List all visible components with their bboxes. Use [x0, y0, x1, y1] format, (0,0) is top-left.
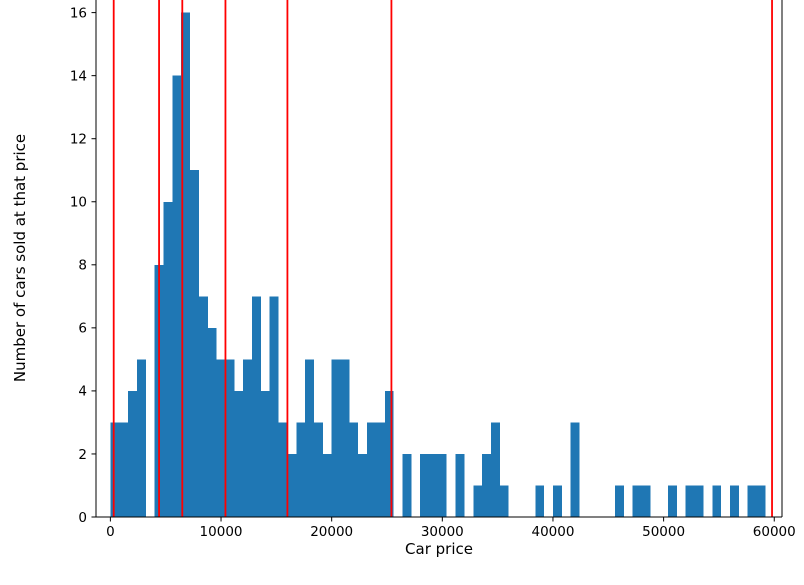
histogram-bar	[110, 422, 120, 517]
histogram-bar	[375, 422, 385, 517]
histogram-bar	[128, 390, 137, 517]
histogram-bar	[535, 485, 545, 517]
histogram-bar	[269, 296, 279, 517]
histogram-bar	[367, 422, 376, 517]
histogram-bar	[313, 422, 323, 517]
histogram-bar	[694, 485, 704, 517]
histogram-bar	[260, 390, 270, 517]
histogram-bar	[570, 422, 580, 517]
histogram-bar	[552, 485, 562, 517]
y-tick-label: 10	[70, 195, 87, 211]
histogram-bar	[641, 485, 651, 517]
histogram-bar	[730, 485, 739, 517]
histogram-bar	[243, 359, 253, 517]
y-tick-label: 6	[78, 321, 87, 337]
histogram-bar	[136, 359, 146, 517]
x-tick-label: 30000	[421, 524, 464, 540]
x-tick-label: 0	[106, 524, 115, 540]
y-axis-label: Number of cars sold at that price	[11, 133, 29, 383]
histogram-bar	[420, 453, 430, 517]
x-tick-label: 20000	[310, 524, 353, 540]
y-tick-label: 14	[70, 68, 87, 84]
histogram-bar	[305, 359, 314, 517]
y-tick-label: 2	[78, 447, 87, 463]
histogram-bar	[296, 422, 306, 517]
histogram-bar	[499, 485, 509, 517]
histogram-bar	[349, 422, 359, 517]
histogram-bar	[384, 390, 394, 517]
histogram-bar	[252, 296, 261, 517]
histogram-bar	[234, 390, 244, 517]
histogram-bar	[668, 485, 677, 517]
y-tick-label: 16	[70, 5, 87, 21]
y-tick-label: 4	[78, 384, 87, 400]
histogram-bar	[287, 453, 297, 517]
x-tick-label: 50000	[642, 524, 685, 540]
histogram-bar	[455, 453, 465, 517]
histogram-bar	[198, 296, 208, 517]
histogram-bar	[747, 485, 757, 517]
histogram-bar	[614, 485, 624, 517]
histogram-bar	[632, 485, 642, 517]
histogram-bar	[322, 453, 332, 517]
y-tick-label: 8	[78, 258, 87, 274]
histogram-bar	[331, 359, 341, 517]
histogram-bar	[491, 422, 500, 517]
histogram-bar	[190, 170, 199, 518]
x-tick-label: 10000	[200, 524, 243, 540]
histogram-bar	[216, 359, 226, 517]
histogram-bar	[163, 201, 173, 517]
histogram-bar	[181, 12, 191, 518]
y-tick-label: 0	[78, 510, 87, 526]
histogram-bar	[482, 453, 491, 517]
histogram-bar	[278, 422, 288, 517]
histogram-bar	[756, 485, 766, 517]
histogram-bar	[685, 485, 695, 517]
histogram-bar	[402, 453, 412, 517]
histogram-bar	[358, 453, 368, 517]
histogram-bar	[473, 485, 483, 517]
histogram-bar	[119, 422, 129, 517]
x-tick-label: 40000	[531, 524, 574, 540]
histogram-bar	[712, 485, 722, 517]
y-tick-label: 12	[70, 132, 87, 148]
histogram-bar	[172, 75, 182, 517]
histogram-bar	[429, 453, 438, 517]
x-tick-label: 60000	[753, 524, 796, 540]
histogram-bar	[207, 327, 217, 517]
histogram-bar	[340, 359, 350, 517]
x-axis-label: Car price	[405, 540, 473, 558]
histogram-bar	[225, 359, 235, 517]
histogram-bar	[437, 453, 447, 517]
